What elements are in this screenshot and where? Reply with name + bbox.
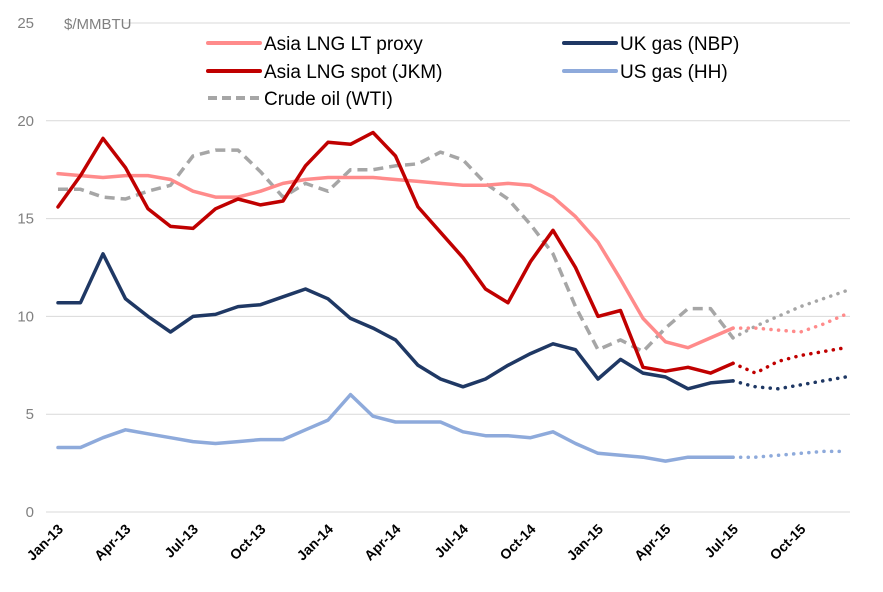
legend-label: Asia LNG LT proxy [264, 34, 423, 55]
legend-item-asia-lng-spot-jkm: Asia LNG spot (JKM) [206, 62, 442, 83]
legend-label: UK gas (NBP) [620, 34, 739, 55]
legend-label: Crude oil (WTI) [264, 89, 393, 110]
x-tick-label: Jan-13 [23, 521, 66, 564]
legend-label: Asia LNG spot (JKM) [264, 62, 442, 83]
y-tick-label: 0 [26, 504, 34, 521]
projection-line-us-gas-hh [731, 449, 848, 459]
y-tick-label: 15 [17, 211, 34, 228]
legend-item-us-gas-hh: US gas (HH) [562, 62, 728, 83]
series-lines [56, 130, 848, 463]
y-tick-label: 10 [17, 308, 34, 325]
legend-item-crude-oil-wti: Crude oil (WTI) [208, 89, 393, 110]
legend-item-asia-lng-lt-proxy: Asia LNG LT proxy [206, 34, 423, 55]
series-line-asia-lng-spot-jkm [56, 130, 735, 375]
x-tick-label: Jul-15 [701, 521, 741, 561]
x-tick-label: Jul-13 [161, 521, 201, 561]
projection-line-asia-lng-spot-jkm [731, 345, 848, 376]
legend-item-uk-gas-nbp: UK gas (NBP) [562, 34, 739, 55]
x-tick-label: Apr-15 [631, 521, 674, 564]
y-tick-label: 25 [17, 15, 34, 32]
x-tick-label: Jul-14 [431, 521, 471, 561]
x-tick-label: Jan-15 [563, 521, 606, 564]
projection-line-uk-gas-nbp [731, 375, 848, 391]
series-line-asia-lng-lt-proxy [56, 171, 735, 350]
x-tick-label: Apr-13 [91, 521, 134, 564]
x-tick-label: Apr-14 [361, 521, 404, 564]
gridlines [46, 22, 850, 513]
x-tick-label: Oct-14 [496, 521, 538, 563]
x-tick-label: Oct-15 [766, 521, 808, 563]
y-tick-label: 20 [17, 113, 34, 130]
series-line-crude-oil-wti [58, 148, 735, 354]
legend: Asia LNG LT proxy Asia LNG spot (JKM) Crud… [206, 34, 739, 110]
projection-line-crude-oil-wti [731, 289, 848, 340]
series-line-uk-gas-nbp [56, 252, 735, 391]
legend-label: US gas (HH) [620, 62, 728, 83]
y-axis: 0 5 10 15 20 25 [17, 15, 34, 521]
projection-line-asia-lng-lt-proxy [731, 312, 848, 334]
y-tick-label: 5 [26, 406, 34, 423]
y-axis-label: $/MMBTU [64, 16, 132, 33]
series-line-us-gas-hh [56, 392, 735, 463]
x-tick-label: Oct-13 [226, 521, 268, 563]
x-tick-label: Jan-14 [293, 521, 336, 564]
x-axis: Jan-13 Apr-13 Jul-13 Oct-13 Jan-14 Apr-14 Jul-… [23, 521, 808, 564]
